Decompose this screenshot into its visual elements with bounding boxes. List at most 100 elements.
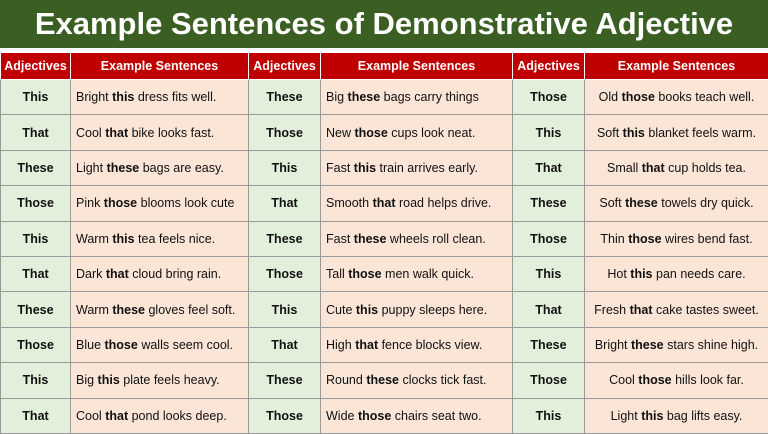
sentence-text: cake tastes sweet. xyxy=(653,303,759,317)
sentence-text: Smooth xyxy=(326,196,373,210)
header-cell: Adjectives xyxy=(513,53,585,80)
sentence-cell: Fresh that cake tastes sweet. xyxy=(585,292,768,327)
adjective-cell: These xyxy=(249,363,321,398)
adjective-cell: These xyxy=(1,150,71,185)
highlight-word: that xyxy=(105,126,128,140)
sentence-cell: Soft these towels dry quick. xyxy=(585,186,768,221)
adjective-cell: Those xyxy=(513,363,585,398)
highlight-word: that xyxy=(373,196,396,210)
sentence-text: Fast xyxy=(326,161,354,175)
adjective-cell: This xyxy=(1,221,71,256)
adjective-cell: This xyxy=(513,115,585,150)
adjective-cell: This xyxy=(249,150,321,185)
adjective-cell: This xyxy=(249,292,321,327)
header-cell: Example Sentences xyxy=(321,53,513,80)
sentence-cell: Warm these gloves feel soft. xyxy=(71,292,249,327)
adjective-cell: Those xyxy=(1,327,71,362)
highlight-word: this xyxy=(630,267,652,281)
sentence-text: puppy sleeps here. xyxy=(378,303,487,317)
sentence-text: Dark xyxy=(76,267,106,281)
sentence-cell: Tall those men walk quick. xyxy=(321,256,513,291)
sentence-text: Light xyxy=(611,409,642,423)
adjective-cell: These xyxy=(513,186,585,221)
adjective-cell: Those xyxy=(249,398,321,433)
highlight-word: those xyxy=(638,373,671,387)
sentence-text: cloud bring rain. xyxy=(129,267,221,281)
adjective-cell: These xyxy=(513,327,585,362)
sentence-cell: New those cups look neat. xyxy=(321,115,513,150)
sentence-text: Bright xyxy=(76,90,112,104)
sentence-cell: Smooth that road helps drive. xyxy=(321,186,513,221)
sentence-text: New xyxy=(326,126,354,140)
sentence-cell: Blue those walls seem cool. xyxy=(71,327,249,362)
sentence-text: blanket feels warm. xyxy=(645,126,756,140)
adjective-cell: That xyxy=(1,256,71,291)
sentence-cell: Big these bags carry things xyxy=(321,80,513,115)
sentence-text: Old xyxy=(599,90,622,104)
highlight-word: these xyxy=(631,338,664,352)
sentence-text: Warm xyxy=(76,303,112,317)
sentence-cell: Warm this tea feels nice. xyxy=(71,221,249,256)
sentence-cell: Big this plate feels heavy. xyxy=(71,363,249,398)
adjective-cell: That xyxy=(249,186,321,221)
highlight-word: that xyxy=(630,303,653,317)
sentence-text: plate feels heavy. xyxy=(120,373,220,387)
sentence-text: stars shine high. xyxy=(664,338,759,352)
sentence-text: pond looks deep. xyxy=(128,409,227,423)
highlight-word: that xyxy=(106,267,129,281)
sentence-text: fence blocks view. xyxy=(378,338,482,352)
sentence-text: road helps drive. xyxy=(395,196,491,210)
highlight-word: that xyxy=(355,338,378,352)
sentence-text: train arrives early. xyxy=(376,161,478,175)
sentence-text: Bright xyxy=(595,338,631,352)
sentence-cell: Dark that cloud bring rain. xyxy=(71,256,249,291)
highlight-word: this xyxy=(641,409,663,423)
sentence-text: cup holds tea. xyxy=(665,161,746,175)
sentence-cell: High that fence blocks view. xyxy=(321,327,513,362)
sentence-cell: Round these clocks tick fast. xyxy=(321,363,513,398)
sentence-text: Soft xyxy=(597,126,623,140)
adjective-cell: This xyxy=(1,363,71,398)
adjective-cell: Those xyxy=(1,186,71,221)
sentence-cell: Fast this train arrives early. xyxy=(321,150,513,185)
sentence-text: cups look neat. xyxy=(388,126,476,140)
highlight-word: those xyxy=(348,267,381,281)
highlight-word: those xyxy=(622,90,655,104)
sentence-cell: Bright this dress fits well. xyxy=(71,80,249,115)
adjective-cell: This xyxy=(1,80,71,115)
sentence-text: Tall xyxy=(326,267,348,281)
header-cell: Adjectives xyxy=(1,53,71,80)
sentence-text: tea feels nice. xyxy=(135,232,216,246)
sentence-text: chairs seat two. xyxy=(391,409,481,423)
sentence-text: Light xyxy=(76,161,107,175)
adjective-cell: That xyxy=(1,398,71,433)
highlight-word: these xyxy=(625,196,658,210)
sentence-cell: Thin those wires bend fast. xyxy=(585,221,768,256)
sentence-cell: Hot this pan needs care. xyxy=(585,256,768,291)
highlight-word: those xyxy=(358,409,391,423)
sentence-text: clocks tick fast. xyxy=(399,373,487,387)
sentence-cell: Soft this blanket feels warm. xyxy=(585,115,768,150)
sentence-cell: Small that cup holds tea. xyxy=(585,150,768,185)
sentence-text: High xyxy=(326,338,355,352)
highlight-word: those xyxy=(628,232,661,246)
sentence-text: books teach well. xyxy=(655,90,754,104)
adjective-cell: That xyxy=(1,115,71,150)
adjective-cell: Those xyxy=(513,80,585,115)
sentence-text: wheels roll clean. xyxy=(386,232,485,246)
sentence-text: bags are easy. xyxy=(139,161,224,175)
highlight-word: this xyxy=(98,373,120,387)
sentence-text: towels dry quick. xyxy=(658,196,754,210)
sentence-text: blooms look cute xyxy=(137,196,234,210)
adjective-cell: Those xyxy=(249,115,321,150)
highlight-word: those xyxy=(105,338,138,352)
